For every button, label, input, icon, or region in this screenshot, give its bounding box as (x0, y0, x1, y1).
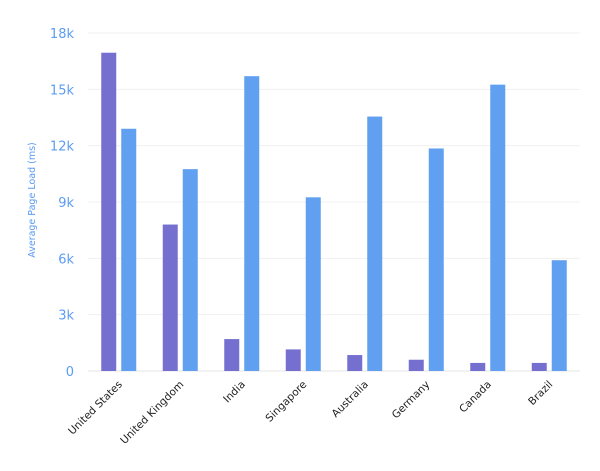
x-tick-label: United Kingdom (118, 379, 186, 447)
bar-series-2 (367, 116, 383, 371)
bar-series-2 (182, 169, 198, 371)
x-tick-label: United States (66, 379, 125, 438)
y-tick-label: 18k (50, 27, 75, 42)
x-tick-label: Brazil (526, 379, 555, 408)
y-axis-title: Average Page Load (ms) (27, 142, 38, 257)
bar-series-1 (408, 359, 424, 371)
bars (101, 52, 567, 371)
bar-series-1 (347, 355, 363, 371)
x-tick-label: India (221, 379, 248, 406)
y-tick-label: 3k (58, 309, 74, 324)
y-axis-ticks: 0 3k 6k 9k 12k 15k 18k (50, 27, 75, 380)
bar-series-2 (121, 128, 137, 371)
y-tick-label: 0 (66, 365, 74, 380)
bar-series-1 (285, 349, 301, 371)
bar-series-1 (470, 362, 486, 371)
bar-series-1 (224, 339, 240, 371)
bar-series-2 (490, 84, 506, 371)
y-tick-label: 15k (50, 83, 75, 98)
x-tick-label: Canada (457, 379, 494, 416)
bar-series-1 (531, 362, 547, 371)
x-tick-label: Germany (390, 379, 433, 422)
bar-series-2 (551, 260, 567, 371)
x-tick-label: Australia (330, 379, 371, 420)
y-tick-label: 6k (58, 252, 74, 267)
bar-series-1 (101, 52, 117, 371)
bar-series-2 (428, 148, 444, 371)
gridlines (88, 32, 580, 372)
bar-series-2 (244, 76, 260, 371)
y-tick-label: 12k (50, 140, 75, 155)
bar-series-2 (305, 197, 321, 371)
x-tick-label: Singapore (263, 379, 309, 425)
y-tick-label: 9k (58, 196, 74, 211)
bar-series-1 (162, 224, 178, 371)
